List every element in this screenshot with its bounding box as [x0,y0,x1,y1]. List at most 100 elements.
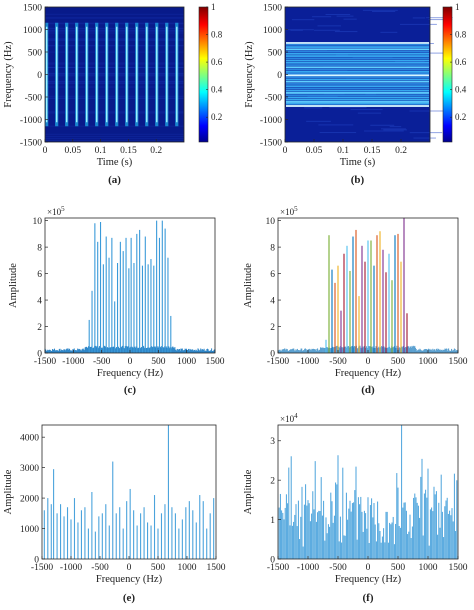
noise-streak [319,132,357,134]
x-axis-label: Frequency (Hz) [97,368,164,379]
x-tick-label: -500 [91,563,109,573]
y-tick-label: 4000 [20,433,39,443]
y-exponent-label: ×105 [280,205,298,217]
y-tick-label: 1500 [263,3,282,13]
noise-streak [45,82,184,84]
tone-line [286,74,429,77]
pulse-line [136,26,138,123]
noise-streak [383,129,408,131]
noise-streak [412,17,426,19]
noise-streak [45,81,184,83]
noise-streak [317,25,341,27]
x-tick-label: -500 [93,357,111,367]
x-tick-label: 0 [366,357,371,367]
x-tick-label: 0 [127,563,132,573]
pulse-line [96,26,98,123]
y-tick-label: 0 [270,349,275,359]
panel-label: (c) [124,384,137,396]
noise-streak [362,9,398,11]
y-tick-label: -1000 [20,116,42,126]
y-exponent-label: ×104 [280,412,298,424]
x-tick-label: 0 [128,357,133,367]
noise-streak [45,97,184,99]
noise-streak [45,62,184,64]
y-tick-label: -1500 [260,138,282,148]
noise-streak [45,66,184,68]
noise-streak [45,51,184,53]
noise-streak [365,93,377,95]
panel-b: 0 0.05 0.1 0.15 0.2 -1500 -1000 -500 0 500 1000 150… [244,2,467,186]
y-tick-label: 8 [270,243,275,253]
noise-streak [409,132,443,134]
x-tick-label: 0.1 [95,146,107,156]
x-tick-label: 0 [43,146,48,156]
y-tick-label: 3 [270,437,275,447]
x-tick-label: -1000 [62,357,84,367]
y-tick-label: 500 [268,48,283,58]
noise-streak [45,39,184,41]
noise-streak [334,31,358,33]
y-exponent-label: ×105 [47,205,65,217]
x-tick-label: -1000 [60,563,82,573]
colorbar [442,6,453,143]
noise-streak [45,44,184,46]
tone-line [286,85,429,88]
noise-streak [306,120,331,122]
y-tick-label: 4 [37,296,42,306]
pulse-line [156,26,158,123]
y-axis-label: Frequency (Hz) [3,41,14,108]
noise-streak [45,82,184,84]
x-axis-label: Time (s) [97,157,133,168]
x-tick-label: 0.2 [150,146,162,156]
noise-streak [409,110,449,112]
noise-streak [45,125,184,127]
x-tick-label: 1500 [449,563,468,573]
noise-streak [318,124,354,126]
x-tick-label: 1500 [207,563,226,573]
x-tick-label: -500 [329,563,347,573]
tone-line [286,101,429,103]
x-axis-label: Frequency (Hz) [96,574,163,585]
noise-streak [350,109,383,111]
tone-line [286,87,429,90]
y-tick-label: 2 [37,323,42,333]
x-tick-label: 1500 [206,357,225,367]
y-tick-label: 10 [266,217,276,227]
pulse-line [146,26,148,123]
noise-streak [312,16,332,18]
x-tick-label: 1000 [178,563,197,573]
noise-streak [45,133,184,135]
noise-streak [285,29,314,31]
noise-streak [45,32,184,34]
noise-streak [45,38,184,40]
colorbar [198,6,209,143]
noise-streak [400,23,437,25]
noise-streak [336,15,354,17]
tone-line [286,102,429,105]
tone-line [286,52,429,55]
noise-streak [45,136,184,138]
colorbar-tick-label: 0.8 [211,30,223,40]
y-tick-label: 8 [37,243,42,253]
y-axis-label: Amplitude [243,263,254,308]
y-axis-label: Amplitude [3,469,14,514]
colorbar-tick-label: 0.6 [455,57,467,67]
y-tick-label: 1000 [263,26,282,36]
pulse-line [106,26,108,123]
noise-streak [45,75,184,77]
colorbar-tick-label: 0.6 [211,57,223,67]
colorbar-tick-label: 1 [455,2,460,12]
y-tick-label: 0 [37,71,42,81]
pulse-line [166,26,168,123]
y-tick-label: 2000 [20,494,39,504]
noise-streak [304,107,323,109]
y-tick-label: 4 [270,296,275,306]
noise-streak [45,66,184,68]
y-tick-label: -500 [265,93,283,103]
colorbar-tick-label: 0.4 [455,85,467,95]
x-axis-label: Frequency (Hz) [335,574,402,585]
noise-streak [307,95,338,97]
noise-streak [45,17,184,19]
noise-streak [45,111,184,113]
tone-line [286,78,429,81]
